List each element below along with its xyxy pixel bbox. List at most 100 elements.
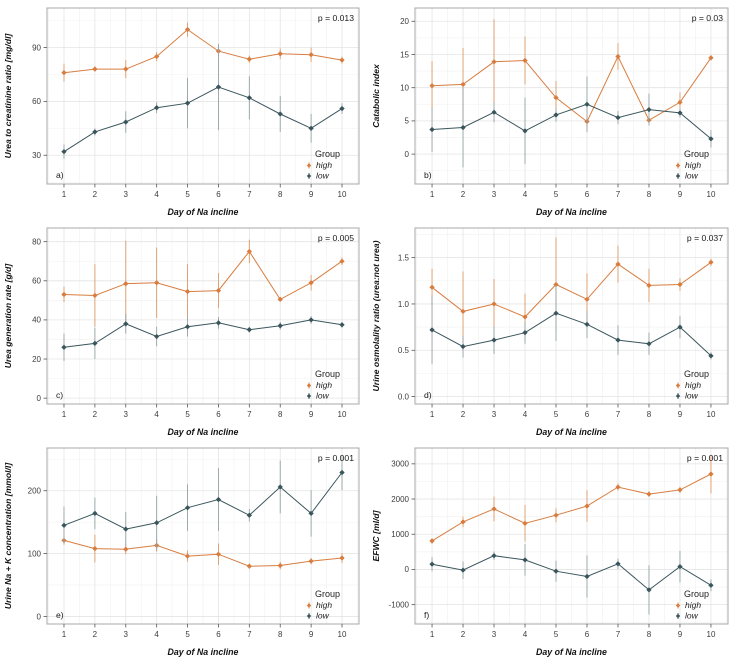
- data-point: [153, 280, 160, 286]
- data-point: [522, 520, 528, 527]
- data-point: [615, 561, 621, 567]
- data-point: [92, 292, 98, 299]
- data-point: [646, 282, 652, 289]
- panel-border: [46, 227, 360, 405]
- y-tick-label: 0: [405, 565, 410, 574]
- panel-a: 1 2 3 4 5 6 7 8 9 10 30 60 90 Urea to creatinine rati…: [0, 0, 368, 220]
- legend-title: Group: [315, 369, 340, 379]
- x-tick-label: 3: [492, 190, 497, 199]
- data-point: [215, 287, 222, 294]
- x-tick-label: 7: [616, 630, 621, 639]
- data-point: [522, 57, 528, 64]
- data-point: [184, 324, 191, 330]
- y-tick-label: 0.0: [398, 392, 410, 401]
- data-point: [215, 320, 222, 326]
- legend-label-high: high: [685, 160, 701, 170]
- x-tick-label: 8: [278, 190, 283, 199]
- x-tick-label: 5: [185, 630, 190, 639]
- data-point: [460, 124, 466, 131]
- data-point: [646, 106, 652, 113]
- y-tick-label: 10: [400, 83, 409, 92]
- data-point: [246, 512, 253, 519]
- legend-marker-low: [675, 393, 681, 399]
- x-tick-label: 9: [678, 630, 683, 639]
- data-point: [522, 557, 528, 563]
- data-point: [277, 323, 283, 329]
- data-point: [677, 99, 683, 106]
- series-line: [431, 103, 712, 140]
- series-low: [61, 43, 345, 159]
- x-tick-label: 8: [647, 410, 652, 419]
- panel-letter: b): [424, 170, 432, 180]
- data-point: [339, 322, 345, 328]
- panel-c-chart: 1 2 3 4 5 6 7 8 9 10 0 20 40 60 80 Urea generation rate…: [3, 227, 360, 437]
- data-point: [491, 337, 497, 343]
- y-tick-label: 3000: [391, 460, 409, 469]
- data-point: [308, 280, 314, 286]
- data-point: [277, 111, 283, 117]
- y-tick-label: 0: [405, 150, 410, 159]
- x-tick-label: 7: [247, 190, 252, 199]
- x-tick-label: 8: [647, 630, 652, 639]
- legend-label-low: low: [316, 611, 330, 621]
- data-point: [277, 51, 283, 57]
- grid-minor: [47, 8, 359, 184]
- x-tick-label: 4: [154, 410, 159, 419]
- series-line: [63, 86, 343, 153]
- panel-letter: e): [56, 610, 64, 620]
- data-point: [708, 259, 714, 266]
- y-tick-label: 60: [32, 277, 41, 286]
- panel-letter: d): [424, 390, 432, 400]
- x-tick-label: 2: [93, 630, 98, 639]
- y-tick-label: 200: [28, 487, 42, 496]
- data-point: [308, 317, 314, 323]
- legend-marker-high: [675, 383, 681, 388]
- data-point: [215, 496, 222, 503]
- data-point: [677, 324, 683, 330]
- x-tick-label: 10: [707, 190, 716, 199]
- x-tick-label: 9: [309, 630, 314, 639]
- x-tick-label: 10: [338, 190, 347, 199]
- data-point: [460, 81, 466, 88]
- legend-marker-high: [675, 163, 681, 168]
- panel-c: 1 2 3 4 5 6 7 8 9 10 0 20 40 60 80 Urea generation rate…: [0, 220, 368, 440]
- data-point: [184, 288, 191, 295]
- data-point: [339, 555, 345, 561]
- panel-border: [414, 227, 729, 405]
- legend-marker-low: [675, 613, 681, 619]
- axis-ticks: 1 2 3 4 5 6 7 8 9 10 0 20 40 60 80: [32, 237, 347, 419]
- data-point: [61, 69, 67, 76]
- data-point: [184, 504, 191, 511]
- data-point: [615, 261, 621, 267]
- x-tick-label: 1: [62, 190, 67, 199]
- panel-d-chart: 1 2 3 4 5 6 7 8 9 10 0.0 0.5 1.0 1.5 Urine osmolality …: [371, 227, 729, 437]
- data-point: [491, 552, 497, 559]
- y-tick-label: 5: [405, 117, 410, 126]
- legend-title: Group: [315, 149, 340, 159]
- x-tick-label: 4: [523, 630, 528, 639]
- x-tick-label: 1: [430, 190, 435, 199]
- x-tick-label: 5: [185, 190, 190, 199]
- y-tick-label: 1.5: [398, 253, 410, 262]
- y-axis-title: Urea to creatinine ratio [mg/dl]: [3, 33, 13, 159]
- panel-f: 1 2 3 4 5 6 7 8 9 10 -1000 0 1000 2000 3000 EFWC [ml/d]…: [368, 440, 737, 660]
- x-tick-label: 6: [216, 410, 221, 419]
- data-point: [308, 510, 314, 517]
- x-tick-label: 2: [461, 410, 466, 419]
- p-value-label: p = 0.001: [318, 453, 354, 463]
- y-tick-label: -1000: [389, 600, 410, 609]
- legend-label-low: low: [316, 171, 330, 181]
- grid-minor: [415, 8, 728, 184]
- data-point: [339, 258, 345, 264]
- data-point: [123, 119, 129, 125]
- series-high: [61, 534, 345, 570]
- y-tick-label: 20: [400, 17, 409, 26]
- data-point: [61, 522, 67, 529]
- x-axis-title: Day of Na incline: [536, 427, 607, 437]
- data-point: [708, 55, 714, 61]
- data-point: [522, 314, 528, 320]
- data-point: [92, 340, 98, 347]
